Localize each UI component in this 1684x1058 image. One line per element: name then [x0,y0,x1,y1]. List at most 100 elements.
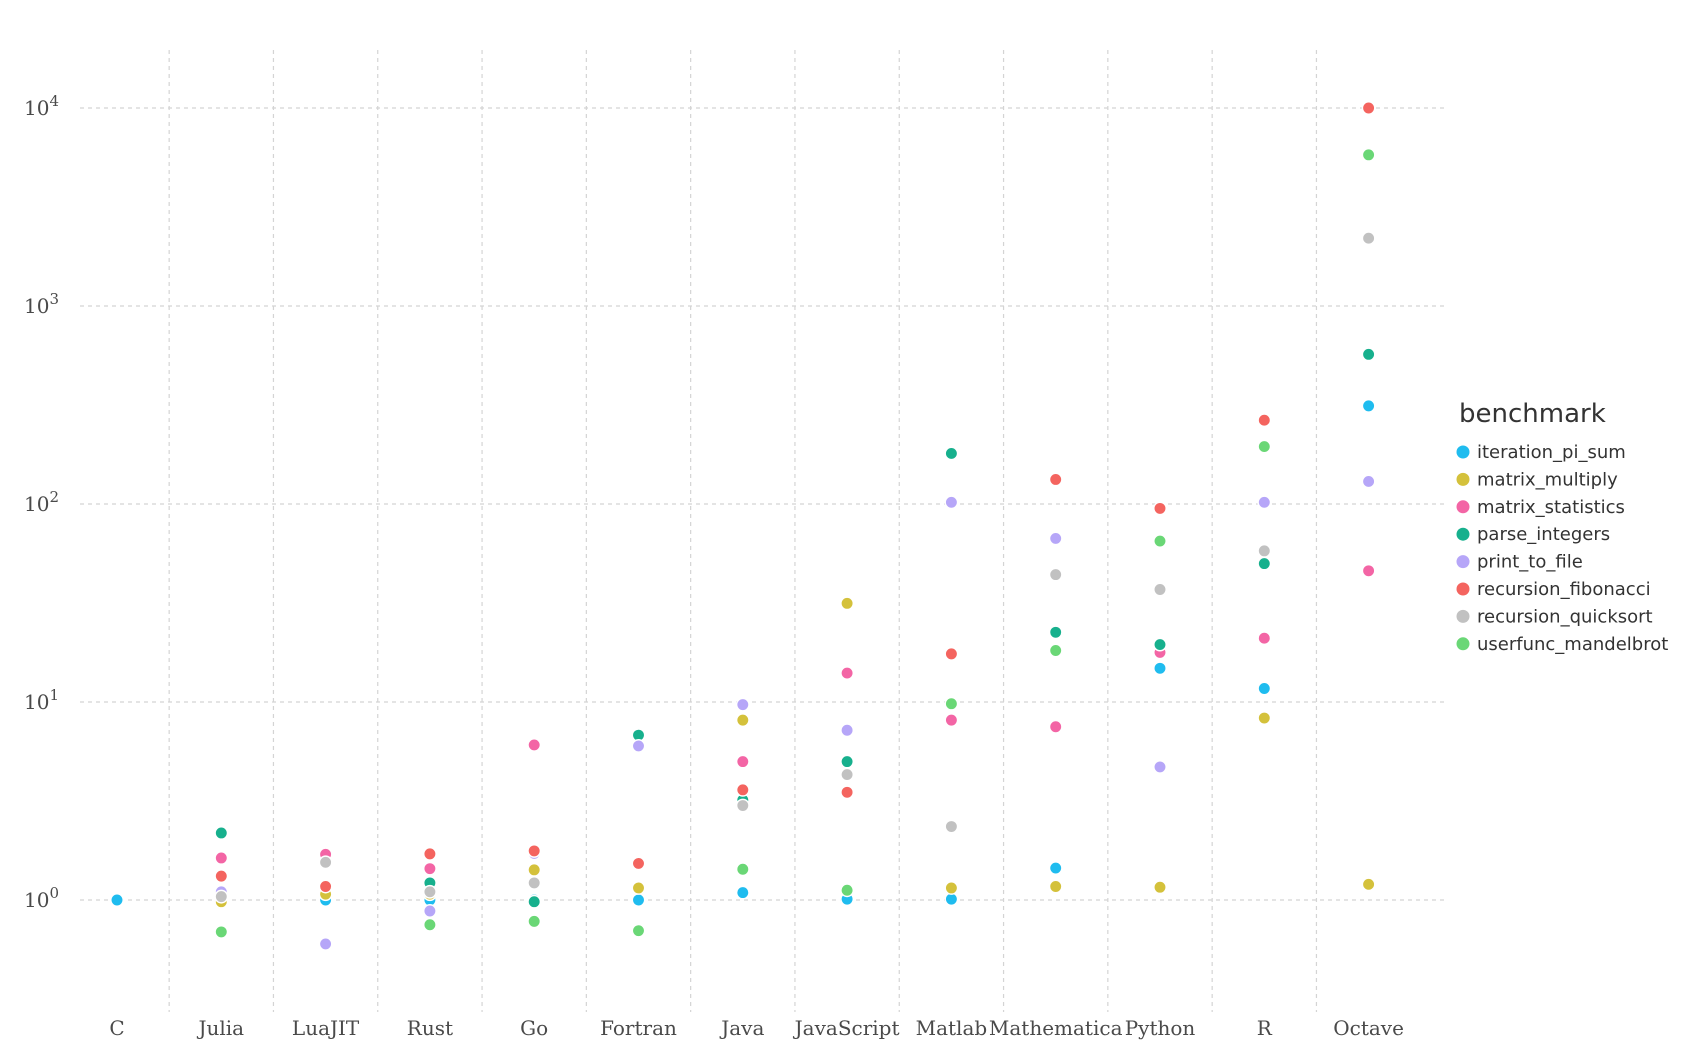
data-point [735,862,750,877]
data-point [1048,567,1063,582]
data-point [1153,534,1167,548]
data-point [1153,661,1167,676]
data-point [1048,472,1063,487]
data-points [110,101,1376,951]
data-point [840,596,855,611]
series-userfunc_mandelbrot [214,147,1376,939]
y-tick-label: 103 [24,290,59,318]
legend-marker [1456,527,1470,541]
data-point [422,884,437,899]
legend-label: parse_integers [1477,524,1610,545]
legend-label: iteration_pi_sum [1477,442,1626,463]
data-point [1361,101,1376,115]
data-point [1153,501,1167,516]
data-point [840,785,855,800]
legend-items: iteration_pi_sum matrix_multiply matrix_st… [1456,442,1668,655]
data-point [527,914,542,929]
data-point [1153,880,1167,895]
data-point [1361,877,1376,892]
data-point [1153,637,1167,652]
legend-label: recursion_fibonacci [1477,579,1651,600]
data-point [735,798,750,813]
data-point [422,846,437,861]
data-point [318,936,333,951]
data-point [214,869,229,884]
x-tick-label: R [1257,1016,1273,1040]
y-tick-label: 100 [24,884,59,912]
data-point [1361,347,1376,362]
x-tick-label: C [109,1016,124,1040]
data-point [631,856,646,871]
x-tick-label: Julia [196,1016,244,1040]
data-point [422,904,437,918]
data-point [1048,531,1063,546]
data-point [1257,556,1272,571]
series-iteration_pi_sum [110,398,1376,907]
legend-title: benchmark [1459,399,1606,429]
data-point [735,754,750,769]
series-recursion_quicksort [214,231,1376,904]
data-point [1257,439,1272,454]
data-point [735,697,750,712]
x-tick-label: Matlab [916,1016,988,1040]
data-point [1048,719,1063,734]
legend-marker [1456,637,1470,651]
data-point [735,885,750,900]
data-point [318,879,333,894]
legend-label: recursion_quicksort [1477,606,1653,627]
x-axis: C Julia LuaJIT Rust Go Fortran Java JavaScript M… [109,1016,1404,1040]
data-point [840,767,855,782]
data-point [631,923,646,938]
data-point [318,855,333,870]
legend-label: matrix_statistics [1477,497,1625,518]
legend-marker [1456,555,1470,569]
legend-marker [1456,472,1470,486]
data-point [1153,582,1167,597]
y-axis: 100 101 102 103 104 [24,92,59,912]
legend-marker [1456,445,1470,459]
data-point [1048,643,1063,658]
data-point [1257,631,1272,646]
data-point [1257,413,1272,428]
data-point [1361,563,1376,578]
data-point [422,861,437,876]
x-tick-label: Go [520,1016,548,1040]
y-tick-label: 104 [24,92,59,120]
x-tick-label: Mathematica [989,1016,1123,1040]
data-point [527,875,542,890]
data-point [527,894,542,909]
data-point [1153,759,1167,774]
data-point [1048,879,1063,894]
x-tick-label: Python [1125,1016,1196,1040]
series-recursion_fibonacci [214,101,1376,894]
x-tick-label: Fortran [600,1016,677,1040]
data-point [944,819,959,834]
data-point [1257,681,1272,696]
x-tick-label: Rust [407,1016,453,1040]
x-tick-label: JavaScript [793,1016,900,1040]
data-point [214,889,229,904]
data-point [1361,474,1376,489]
data-point [527,862,542,877]
legend-label: matrix_multiply [1477,469,1618,490]
data-point [735,782,750,797]
data-point [1257,711,1272,725]
y-tick-label: 102 [24,488,59,516]
data-point [944,495,959,510]
data-point [1048,861,1063,875]
data-point [1361,231,1376,246]
data-point [944,881,959,895]
data-point [422,917,437,932]
data-point [840,754,855,769]
grid-lines [80,50,1448,1012]
data-point [214,924,229,939]
data-point [631,738,646,753]
data-point [214,826,229,840]
data-point [110,893,124,907]
legend-label: print_to_file [1477,552,1583,573]
data-point [944,713,959,728]
series-print_to_file [214,474,1376,951]
data-point [1361,147,1376,162]
data-point [1257,495,1272,510]
